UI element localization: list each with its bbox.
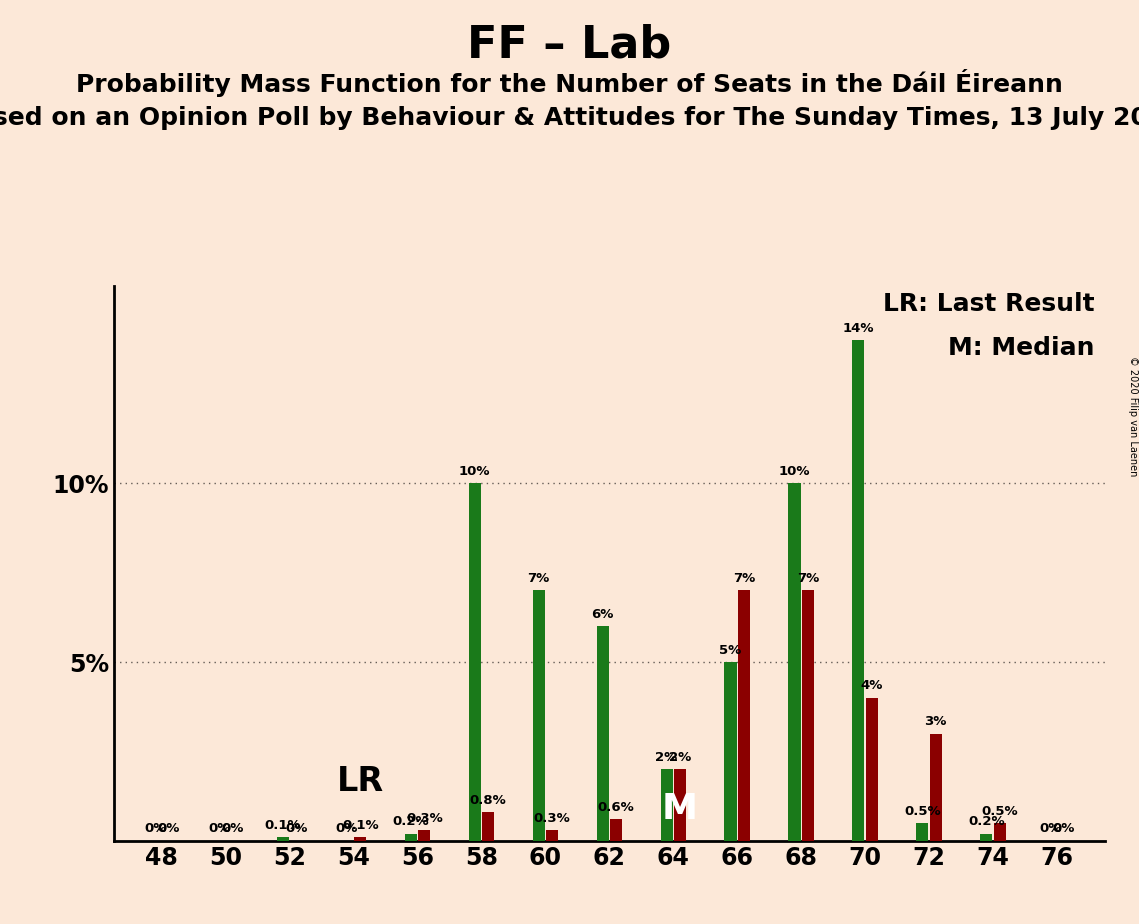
Text: FF – Lab: FF – Lab [467,23,672,67]
Text: 0.2%: 0.2% [968,815,1005,828]
Text: 10%: 10% [779,465,810,478]
Bar [788,483,801,841]
Text: Based on an Opinion Poll by Behaviour & Attitudes for The Sunday Times, 13 July : Based on an Opinion Poll by Behaviour & … [0,106,1139,130]
Bar [724,662,737,841]
Text: 0%: 0% [144,822,166,835]
Text: 4%: 4% [861,679,883,692]
Bar [993,823,1006,841]
Text: 0%: 0% [1039,822,1062,835]
Text: 0.3%: 0.3% [534,812,571,825]
Bar [533,590,544,841]
Bar [611,820,622,841]
Text: LR: Last Result: LR: Last Result [884,292,1095,316]
Text: 0.6%: 0.6% [598,801,634,814]
Text: 6%: 6% [591,608,614,621]
Bar [674,770,686,841]
Text: LR: LR [337,765,385,798]
Bar [482,812,494,841]
Text: 10%: 10% [459,465,491,478]
Text: 3%: 3% [925,715,947,728]
Text: © 2020 Filip van Laenen: © 2020 Filip van Laenen [1129,356,1138,476]
Bar [981,833,992,841]
Text: 0%: 0% [208,822,230,835]
Bar [661,770,673,841]
Text: 0.2%: 0.2% [393,815,429,828]
Text: 0%: 0% [157,822,180,835]
Text: 7%: 7% [797,572,819,585]
Bar [354,837,367,841]
Text: 7%: 7% [527,572,550,585]
Bar [418,830,431,841]
Bar [546,830,558,841]
Text: M: M [662,792,698,826]
Bar [852,340,865,841]
Bar [277,837,289,841]
Text: Probability Mass Function for the Number of Seats in the Dáil Éireann: Probability Mass Function for the Number… [76,69,1063,97]
Bar [916,823,928,841]
Bar [597,626,608,841]
Bar [469,483,481,841]
Text: 0%: 0% [221,822,244,835]
Bar [738,590,749,841]
Text: 0.5%: 0.5% [904,805,941,818]
Bar [802,590,814,841]
Text: M: Median: M: Median [949,336,1095,360]
Text: 0.5%: 0.5% [982,805,1018,818]
Text: 0.1%: 0.1% [264,819,302,832]
Text: 5%: 5% [720,644,741,657]
Bar [929,734,942,841]
Text: 0%: 0% [1052,822,1075,835]
Text: 0.3%: 0.3% [405,812,443,825]
Text: 0%: 0% [285,822,308,835]
Bar [866,698,878,841]
Text: 2%: 2% [669,751,691,764]
Text: 14%: 14% [843,322,874,334]
Text: 0%: 0% [336,822,358,835]
Text: 0.8%: 0.8% [470,794,507,807]
Text: 7%: 7% [732,572,755,585]
Text: 0.1%: 0.1% [342,819,378,832]
Bar [404,833,417,841]
Text: 2%: 2% [655,751,678,764]
